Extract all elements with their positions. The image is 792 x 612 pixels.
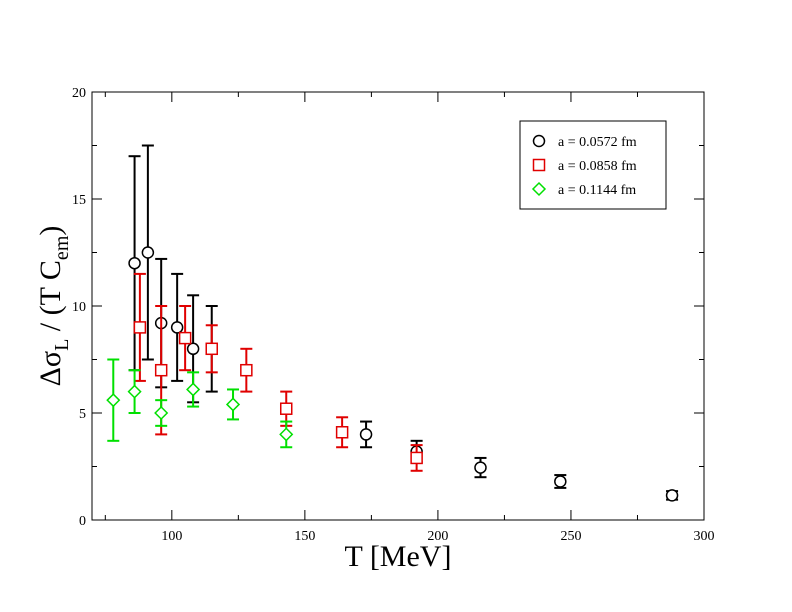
x-tick-label: 200 — [427, 529, 448, 544]
x-axis-title: T [MeV] — [345, 540, 452, 573]
data-point-circle — [359, 428, 373, 441]
data-point-circle — [141, 246, 155, 259]
data-point-diamond — [186, 382, 201, 397]
data-point-circle — [474, 461, 487, 474]
data-point-circle — [128, 256, 141, 270]
data-point-circle — [665, 489, 679, 502]
data-point-diamond — [154, 405, 169, 421]
data-point-square — [279, 402, 293, 415]
data-point-diamond — [127, 384, 142, 399]
data-point-diamond — [106, 393, 121, 408]
y-tick-label: 20 — [72, 86, 86, 101]
x-tick-label: 100 — [161, 529, 182, 544]
y-tick-label: 0 — [79, 514, 86, 529]
legend-label-0858: a = 0.0858 fm — [558, 159, 637, 174]
y-tick-label: 5 — [79, 407, 86, 422]
data-point-square — [178, 331, 192, 345]
axis-ticks — [92, 91, 705, 521]
data-point-square — [410, 451, 423, 465]
data-point-square — [335, 426, 349, 439]
data-point-diamond — [225, 397, 241, 412]
x-tick-label: 250 — [560, 529, 581, 544]
series-square — [133, 272, 423, 472]
data-point-diamond — [279, 427, 294, 442]
data-point-square — [240, 363, 253, 377]
data-point-circle — [186, 342, 200, 356]
data-point-square — [205, 342, 218, 356]
data-point-square — [133, 321, 147, 334]
tick-labels: 100 150 200 250 300 0 5 10 15 20 — [72, 86, 715, 544]
legend-marker-square — [532, 158, 546, 172]
y-axis-title: ΔσL / (T Cem) — [34, 226, 73, 387]
x-tick-label: 300 — [694, 529, 715, 544]
data-marks — [106, 144, 679, 502]
series-diamond — [106, 358, 294, 449]
data-point-square — [154, 363, 168, 377]
legend: a = 0.0572 fm a = 0.0858 fm a = 0.1144 f… — [519, 120, 667, 210]
y-tick-label: 15 — [72, 193, 86, 208]
x-tick-label: 150 — [294, 529, 315, 544]
legend-marker-circle — [532, 134, 546, 148]
data-point-circle — [554, 475, 567, 488]
legend-marker-diamond — [531, 181, 547, 197]
data-point-circle — [170, 321, 184, 334]
y-tick-label: 10 — [72, 300, 86, 315]
legend-label-1144: a = 0.1144 fm — [558, 183, 636, 198]
legend-label-0572: a = 0.0572 fm — [558, 135, 637, 150]
